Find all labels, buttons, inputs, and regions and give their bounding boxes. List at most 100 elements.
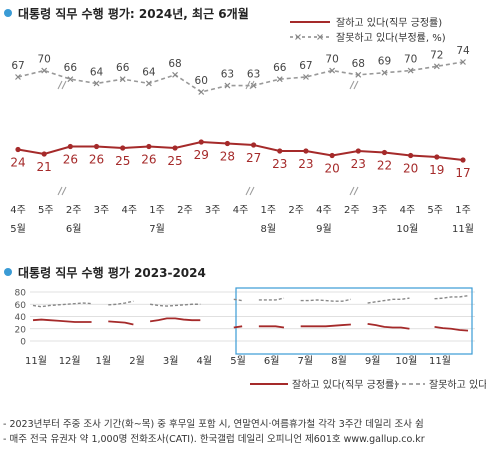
month-label: 1월 — [96, 355, 112, 367]
negative-point — [198, 89, 205, 95]
positive-value-label: 25 — [115, 154, 130, 168]
negative-point — [119, 76, 126, 83]
y-tick-label: 0 — [20, 338, 26, 348]
chart-2023-2024: 0 20 40 60 80 11월 12월 1월 2월 3월 4월 5월 6월 7월 8월 9월 10월 11월잘… — [15, 287, 486, 391]
negative-value-label: 68 — [168, 58, 181, 70]
x-tick-label: 4주 — [10, 205, 26, 216]
y-tick-label: 20 — [15, 325, 27, 335]
negative-value-label: 64 — [142, 66, 156, 78]
positive-point — [277, 148, 283, 154]
chart2-legend: 잘하고 있다(직무 긍정률) 잘못하고 있다(부정률, %) — [250, 378, 486, 391]
positive-value-label: 27 — [246, 151, 261, 165]
negative-point — [93, 80, 100, 87]
y-tick-label: 80 — [15, 289, 27, 299]
x-tick-label: 4주 — [400, 205, 416, 216]
legend-negative-label: 잘못하고 있다(부정률, %) — [429, 378, 486, 391]
series-negative-line — [300, 298, 352, 302]
series-positive-line — [149, 317, 201, 323]
positive-point — [303, 148, 309, 154]
axis-break-mark — [57, 80, 67, 90]
positive-point — [460, 157, 466, 163]
axis-break-mark — [349, 186, 359, 196]
x-tick-label: 2주 — [288, 205, 304, 216]
month-label: 11월 — [452, 223, 474, 235]
negative-point — [224, 82, 231, 89]
y-tick-label: 40 — [15, 313, 27, 323]
series-negative-line — [17, 61, 464, 93]
month-label: 6월 — [264, 355, 280, 367]
series-negative-line — [367, 297, 410, 304]
footnote-1: - 2023년부터 주중 조사 기간(화~목) 중 후무일 포함 시, 연말연시… — [3, 419, 424, 430]
negative-point — [355, 71, 362, 78]
positive-value-label: 19 — [429, 163, 444, 177]
negative-value-label: 67 — [299, 60, 312, 72]
positive-value-label: 23 — [298, 157, 313, 171]
negative-point — [41, 67, 48, 74]
positive-value-label: 21 — [37, 160, 52, 174]
positive-value-label: 20 — [403, 162, 418, 176]
chart1-title-text: 대통령 직무 수행 평가: 2024년, 최근 6개월 — [18, 7, 249, 21]
positive-point — [224, 140, 231, 147]
series-negative-line — [108, 300, 134, 306]
negative-value-label: 70 — [37, 54, 50, 66]
recent-6-months-chart: 잘하고 있다(직무 긍정률) 잘못하고 있다(부정률, %) 67 70 66 64 66 6… — [10, 16, 474, 235]
axis-break-mark — [349, 80, 359, 90]
negative-point — [381, 69, 388, 76]
positive-value-label: 28 — [220, 150, 235, 164]
positive-point — [198, 139, 204, 145]
legend-positive-label: 잘하고 있다(직무 긍정률) — [292, 378, 398, 391]
month-label: 11월 — [429, 355, 451, 367]
series-positive-line — [108, 320, 134, 326]
negative-point — [329, 67, 336, 74]
month-label: 6월 — [66, 223, 82, 235]
series-negative-line — [258, 297, 285, 301]
negative-point — [145, 80, 152, 87]
month-label: 8월 — [261, 223, 277, 235]
positive-value-label: 22 — [377, 159, 392, 173]
positive-point — [434, 154, 440, 160]
series-positive-line — [17, 140, 464, 161]
negative-value-label: 66 — [64, 62, 78, 74]
legend-positive-label: 잘하고 있다(직무 긍정률) — [336, 16, 442, 29]
x-tick-label: 3주 — [205, 205, 221, 216]
x-tick-label: 5주 — [38, 205, 54, 216]
positive-point — [172, 145, 178, 151]
positive-point — [15, 146, 21, 153]
series-positive-line — [233, 325, 243, 329]
negative-value-label: 63 — [221, 69, 234, 81]
positive-point — [41, 151, 47, 157]
x-tick-label: 4주 — [233, 205, 249, 216]
positive-point — [408, 152, 414, 159]
positive-value-label: 23 — [351, 157, 366, 171]
positive-value-label: 20 — [324, 162, 339, 176]
month-label: 8월 — [331, 355, 347, 367]
negative-point — [303, 74, 309, 80]
negative-point — [250, 82, 257, 89]
negative-point — [460, 59, 466, 65]
x-tick-label: 4주 — [316, 205, 332, 216]
series-positive-line — [367, 322, 410, 330]
bullet-dot-icon — [4, 9, 12, 17]
negative-value-label: 69 — [378, 56, 391, 68]
negative-value-label: 72 — [430, 49, 443, 61]
series-positive-line — [434, 326, 469, 332]
negative-value-label: 70 — [404, 54, 417, 66]
month-label: 5월 — [230, 355, 246, 367]
negative-value-label: 66 — [116, 62, 130, 74]
x-tick-label: 5주 — [427, 205, 443, 216]
negative-point — [15, 74, 21, 80]
series-positive-line — [300, 323, 351, 328]
x-tick-label: 2주 — [344, 205, 360, 216]
negative-point — [172, 71, 178, 78]
positive-point — [355, 148, 361, 154]
legend-negative-label: 잘못하고 있다(부정률, %) — [336, 31, 446, 44]
negative-value-label: 68 — [352, 58, 365, 70]
month-label: 4월 — [197, 355, 213, 367]
negative-point — [276, 76, 283, 83]
x-tick-label: 1주 — [149, 205, 165, 216]
positive-point — [93, 143, 100, 150]
negative-value-label: 70 — [325, 54, 338, 66]
bullet-dot-icon — [4, 268, 12, 276]
negative-value-label: 64 — [90, 66, 104, 78]
month-label: 11월 — [25, 355, 47, 367]
